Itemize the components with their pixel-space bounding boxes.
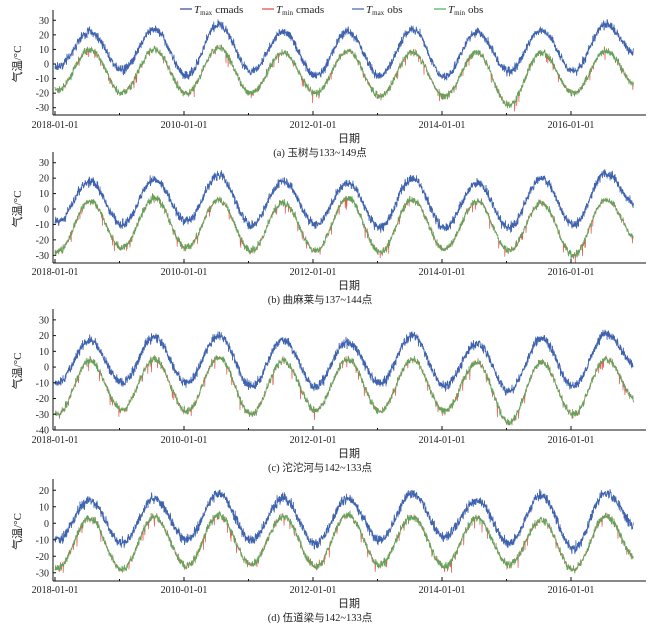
x-tick-label: 2016-01-01 <box>548 435 595 446</box>
x-tick-label: 2012-01-01 <box>290 435 337 446</box>
series-tmax-obs <box>54 488 634 555</box>
x-tick-label: 2016-01-01 <box>548 585 595 596</box>
y-tick-label: 30 <box>39 16 49 27</box>
x-axis-label: 日期 <box>338 132 360 145</box>
panel-caption: (d) 伍道梁与142~133点 <box>268 611 373 624</box>
series-tmax-obs <box>54 329 634 396</box>
legend-entry: Tmin obs <box>434 4 483 17</box>
y-tick-label: 20 <box>39 331 49 342</box>
panel-d: 20 10 0 -10 -20 -30 2018-01-01 2010-01-01 2012-0… <box>10 479 646 624</box>
y-tick-label: 0 <box>44 519 49 530</box>
panel-caption: (a) 玉树与133~149点 <box>273 146 366 159</box>
series-tmin-obs <box>54 44 634 109</box>
y-tick-label: 0 <box>44 205 49 216</box>
panels: 30 20 10 0 -10 -20 -30 2018-01-01 2010-01-01 2012… <box>10 10 646 624</box>
panel-caption: (c) 沱沱河与142~133点 <box>268 461 372 474</box>
y-axis-label: 气温/°C <box>10 46 24 83</box>
y-tick-label: 30 <box>39 158 49 169</box>
panel-caption: (b) 曲麻莱与137~144点 <box>268 293 373 306</box>
legend-label: Tmax obs <box>366 4 402 17</box>
x-tick-label: 2012-01-01 <box>290 267 337 278</box>
y-tick-label: -10 <box>36 220 49 231</box>
y-tick-label: -20 <box>36 394 49 405</box>
legend-entry: Tmax cmads <box>180 4 243 17</box>
panel-b: 30 20 10 0 -10 -20 -30 2018-01-01 2010-01-01 2012… <box>10 152 646 306</box>
y-tick-label: 0 <box>44 363 49 374</box>
x-tick-label: 2010-01-01 <box>161 435 208 446</box>
x-tick-label: 2010-01-01 <box>161 585 208 596</box>
y-tick-label: 0 <box>44 60 49 71</box>
y-tick-label: -40 <box>36 426 49 437</box>
x-tick-label: 2010-01-01 <box>161 267 208 278</box>
y-tick-label: -30 <box>36 568 49 579</box>
x-tick-label: 2018-01-01 <box>32 435 79 446</box>
x-axis-label: 日期 <box>338 597 360 610</box>
y-tick-label: 10 <box>39 189 49 200</box>
legend-label: Tmin obs <box>448 4 483 17</box>
legend-entry: Tmax obs <box>352 4 402 17</box>
y-tick-label: 30 <box>39 315 49 326</box>
x-tick-label: 2014-01-01 <box>419 120 466 131</box>
x-tick-label: 2016-01-01 <box>548 267 595 278</box>
series-tmin-cmads <box>54 193 634 263</box>
y-tick-label: 10 <box>39 45 49 56</box>
legend-label: Tmin cmads <box>276 4 324 17</box>
y-tick-label: 10 <box>39 347 49 358</box>
y-tick-label: -10 <box>36 74 49 85</box>
y-tick-label: -30 <box>36 410 49 421</box>
y-tick-label: -30 <box>36 251 49 262</box>
x-tick-label: 2012-01-01 <box>290 120 337 131</box>
y-tick-label: -20 <box>36 552 49 563</box>
legend-label: Tmax cmads <box>194 4 243 17</box>
y-axis-label: 气温/°C <box>10 513 24 550</box>
series-tmin-obs <box>54 510 634 574</box>
x-tick-label: 2018-01-01 <box>32 267 79 278</box>
legend: Tmax cmads Tmin cmads Tmax obs Tmin obs <box>180 4 483 17</box>
series-tmax-obs <box>54 19 634 81</box>
y-tick-label: -20 <box>36 235 49 246</box>
y-tick-label: 20 <box>39 486 49 497</box>
series-tmax-cmads <box>54 19 634 81</box>
legend-entry: Tmin cmads <box>262 4 324 17</box>
x-tick-label: 2018-01-01 <box>32 120 79 131</box>
y-tick-label: -10 <box>36 378 49 389</box>
y-tick-label: 10 <box>39 502 49 513</box>
x-axis-label: 日期 <box>338 279 360 292</box>
panel-a: 30 20 10 0 -10 -20 -30 2018-01-01 2010-01-01 2012… <box>10 10 646 159</box>
y-axis-label: 气温/°C <box>10 191 24 228</box>
y-tick-label: 20 <box>39 174 49 185</box>
x-tick-label: 2014-01-01 <box>419 435 466 446</box>
series-tmin-obs <box>54 193 634 260</box>
y-axis-label: 气温/°C <box>10 353 24 390</box>
x-tick-label: 2010-01-01 <box>161 120 208 131</box>
x-tick-label: 2016-01-01 <box>548 120 595 131</box>
y-tick-label: -30 <box>36 103 49 114</box>
x-tick-label: 2012-01-01 <box>290 585 337 596</box>
x-tick-label: 2014-01-01 <box>419 267 466 278</box>
x-axis-label: 日期 <box>338 447 360 460</box>
y-tick-label: -20 <box>36 89 49 100</box>
series-tmin-obs <box>54 355 634 426</box>
x-tick-label: 2018-01-01 <box>32 585 79 596</box>
x-tick-label: 2014-01-01 <box>419 585 466 596</box>
series-tmax-obs <box>54 169 634 232</box>
y-tick-label: 20 <box>39 30 49 41</box>
y-tick-label: -10 <box>36 535 49 546</box>
